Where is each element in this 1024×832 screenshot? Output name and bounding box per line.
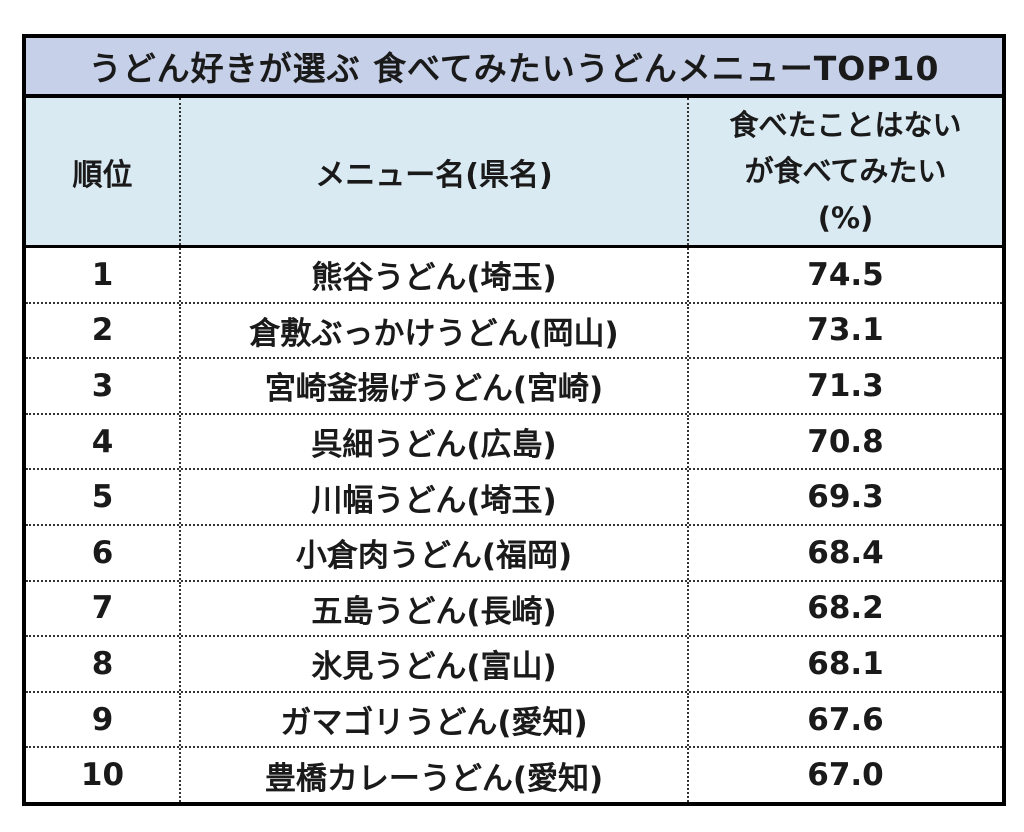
header-pct-line3: (%) (817, 200, 874, 235)
table-row: 1 熊谷うどん(埼玉) 74.5 (26, 248, 1002, 302)
header-pct-line2: が食べてみたい (744, 154, 947, 189)
menu-cell: 五島うどん(長崎) (179, 581, 687, 636)
rank-cell: 10 (80, 757, 125, 794)
table-row: 9 ガマゴリうどん(愛知) 67.6 (26, 690, 1002, 747)
table-body: 1 熊谷うどん(埼玉) 74.5 2 倉敷ぶっかけうどん(岡山) 73.1 3 … (26, 248, 1002, 802)
rank-cell: 2 (91, 312, 114, 349)
table-row: 4 呉細うどん(広島) 70.8 (26, 412, 1002, 469)
header-pct-line1: 食べたことはない (729, 107, 962, 142)
ranking-table: うどん好きが選ぶ 食べてみたいうどんメニューTOP10 順位 メニュー名(県名)… (22, 34, 1006, 806)
menu-cell: 豊橋カレーうどん(愛知) (179, 748, 687, 802)
table-row: 7 五島うどん(長崎) 68.2 (26, 579, 1002, 636)
menu-cell: 宮崎釜揚げうどん(宮崎) (179, 359, 687, 413)
table-row: 2 倉敷ぶっかけうどん(岡山) 73.1 (26, 301, 1002, 358)
table-row: 8 氷見うどん(富山) 68.1 (26, 635, 1002, 691)
menu-cell: 小倉肉うどん(福岡) (179, 525, 687, 580)
pct-cell: 73.1 (687, 303, 1002, 358)
menu-cell: 川幅うどん(埼玉) (179, 470, 687, 524)
pct-cell: 68.1 (687, 637, 1002, 691)
pct-cell: 69.3 (687, 470, 1002, 524)
pct-cell: 67.6 (687, 692, 1002, 747)
rank-cell: 3 (91, 367, 114, 404)
rank-cell: 4 (91, 423, 114, 460)
rank-cell: 8 (91, 645, 114, 682)
pct-cell: 68.2 (687, 581, 1002, 636)
rank-cell: 6 (91, 534, 114, 571)
pct-cell: 70.8 (687, 414, 1002, 469)
pct-cell: 68.4 (687, 525, 1002, 580)
header-pct: 食べたことはない が食べてみたい (%) (687, 98, 1002, 245)
table-row: 10 豊橋カレーうどん(愛知) 67.0 (26, 746, 1002, 802)
rank-cell: 7 (91, 590, 114, 627)
table-title: うどん好きが選ぶ 食べてみたいうどんメニューTOP10 (26, 38, 1002, 98)
menu-cell: 氷見うどん(富山) (179, 637, 687, 691)
table-header-row: 順位 メニュー名(県名) 食べたことはない が食べてみたい (%) (26, 98, 1002, 248)
rank-cell: 9 (91, 701, 114, 738)
rank-cell: 5 (91, 479, 114, 516)
rank-cell: 1 (91, 256, 114, 293)
menu-cell: 倉敷ぶっかけうどん(岡山) (179, 303, 687, 358)
header-rank: 順位 (72, 157, 133, 193)
header-menu: メニュー名(県名) (179, 98, 687, 245)
menu-cell: 熊谷うどん(埼玉) (179, 248, 687, 302)
table-row: 5 川幅うどん(埼玉) 69.3 (26, 468, 1002, 524)
pct-cell: 74.5 (687, 248, 1002, 302)
pct-cell: 67.0 (687, 748, 1002, 802)
table-row: 6 小倉肉うどん(福岡) 68.4 (26, 523, 1002, 580)
pct-cell: 71.3 (687, 359, 1002, 413)
menu-cell: ガマゴリうどん(愛知) (179, 692, 687, 747)
menu-cell: 呉細うどん(広島) (179, 414, 687, 469)
table-row: 3 宮崎釜揚げうどん(宮崎) 71.3 (26, 357, 1002, 413)
